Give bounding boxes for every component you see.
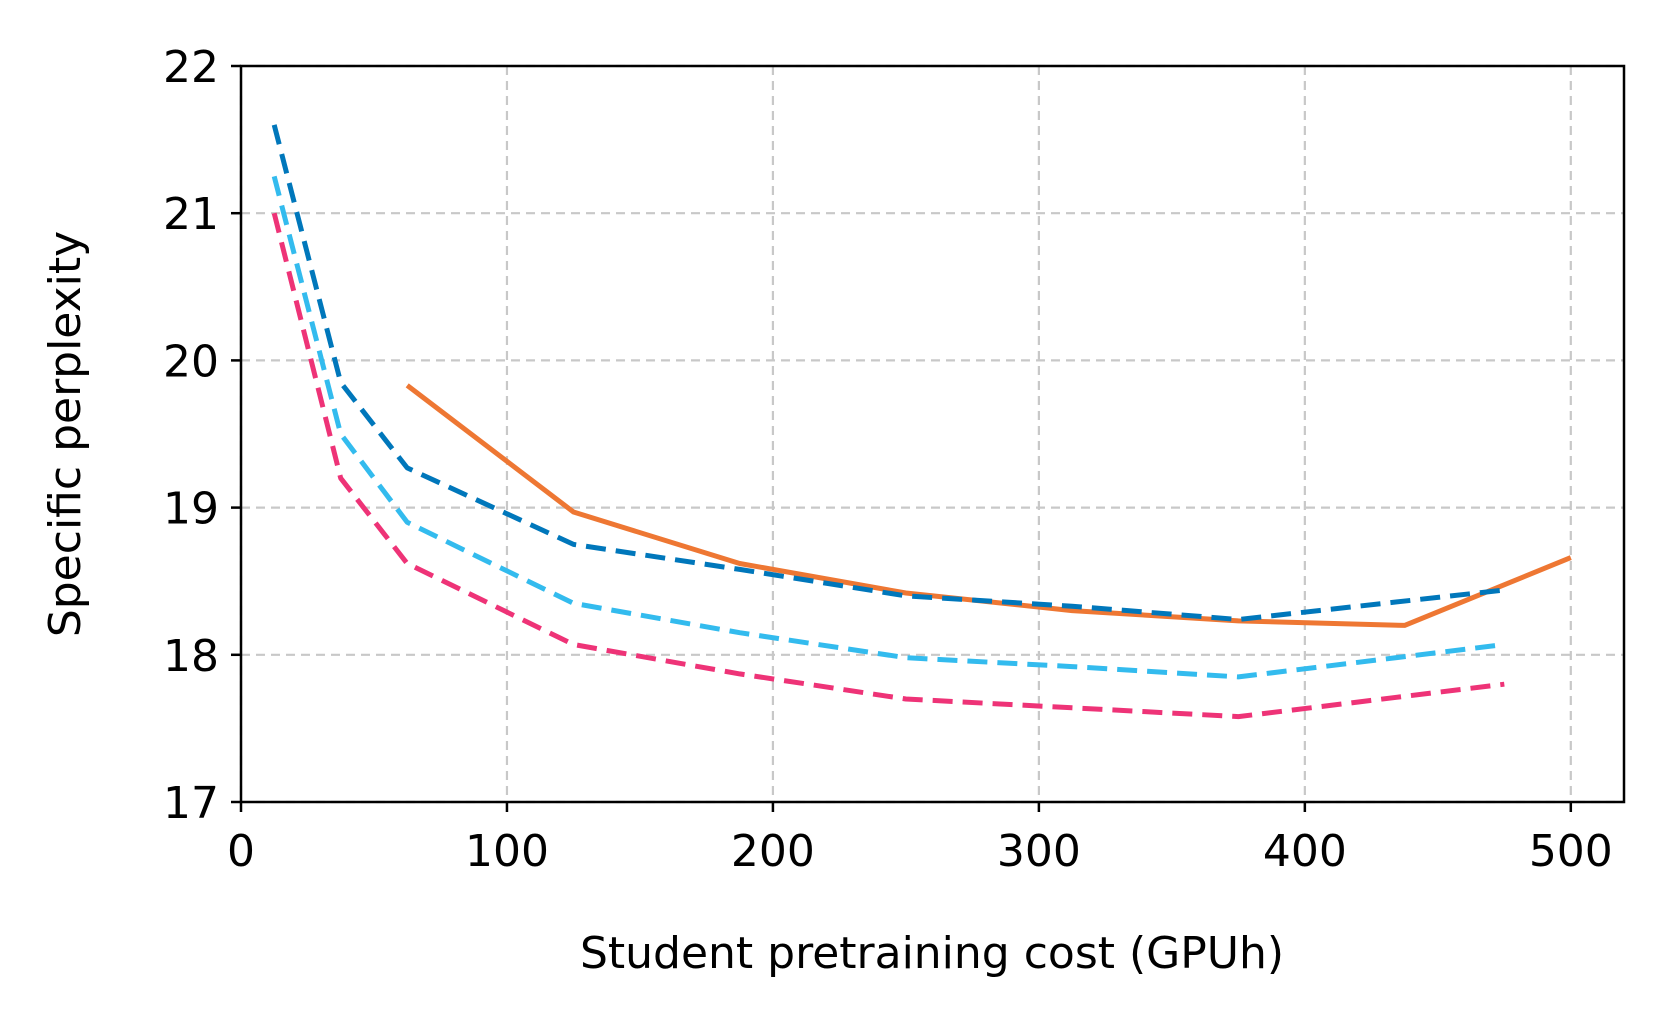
y-axis-label: Specific perplexity bbox=[40, 231, 91, 637]
y-tick-label: 19 bbox=[163, 484, 219, 535]
x-tick-label: 100 bbox=[465, 826, 549, 877]
x-tick-label: 300 bbox=[997, 826, 1081, 877]
series-line-dashed-dark-blue bbox=[271, 124, 1505, 622]
x-tick-label: 200 bbox=[731, 826, 815, 877]
y-tick-label: 21 bbox=[163, 189, 219, 240]
x-tick-label: 500 bbox=[1529, 826, 1613, 877]
grid-layer bbox=[239, 64, 1624, 804]
x-axis-label: Student pretraining cost (GPUh) bbox=[580, 928, 1284, 979]
series-line-solid-orange bbox=[405, 383, 1572, 628]
y-tick-label: 18 bbox=[163, 631, 219, 682]
y-tick-label: 22 bbox=[163, 42, 219, 93]
tick-layer: 0 100 200 300 400 500 17 18 19 20 21 22 bbox=[163, 42, 1613, 877]
plot-frame bbox=[239, 64, 1626, 804]
series-line-dashed-magenta bbox=[271, 212, 1505, 720]
series-line-dashed-light-blue bbox=[271, 175, 1505, 680]
y-tick-label: 17 bbox=[163, 778, 219, 829]
x-tick-label: 0 bbox=[227, 826, 255, 877]
y-tick-label: 20 bbox=[163, 336, 219, 387]
series-layer bbox=[271, 124, 1572, 720]
x-tick-label: 400 bbox=[1263, 826, 1347, 877]
